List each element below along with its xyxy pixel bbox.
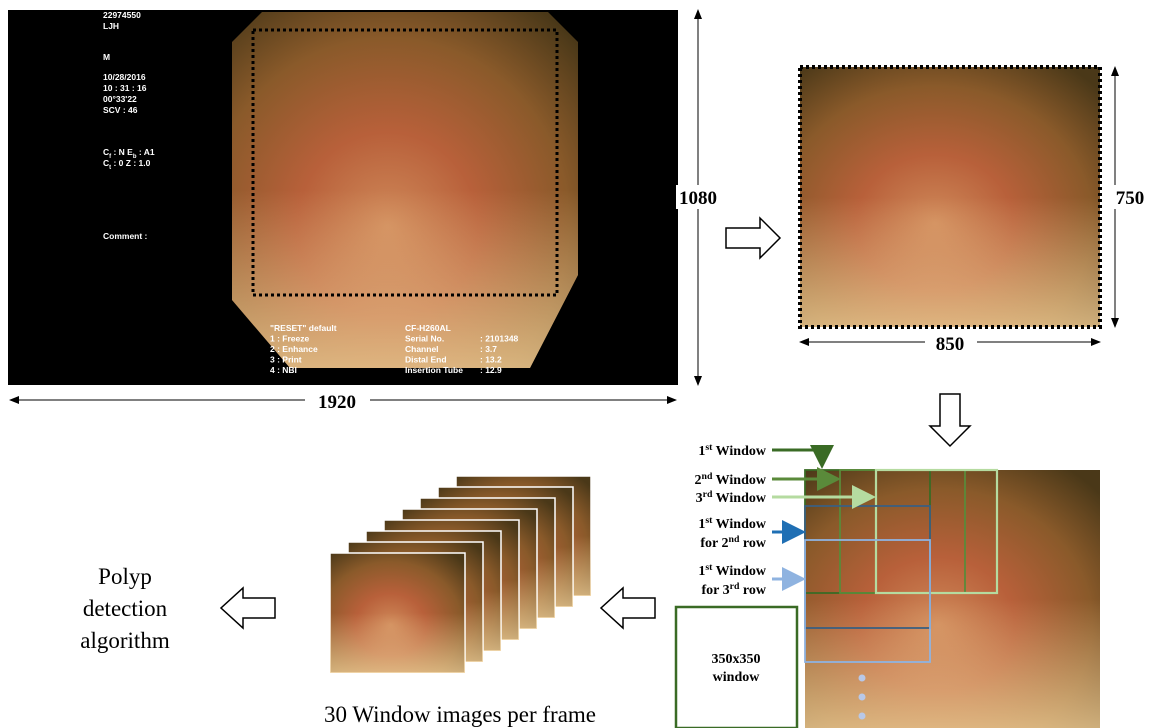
text-part: for 3 <box>701 583 729 598</box>
overlay-text: 22974550 <box>103 10 141 20</box>
overlay-text: 1 : Freeze <box>270 334 309 344</box>
window-label: for 3rd row <box>701 581 766 599</box>
dot <box>859 694 866 701</box>
diagram: 22974550LJH M 10/28/201610 : 31 : 1600°33'… <box>0 0 1150 728</box>
overlay-text: 2 : Enhance <box>270 344 318 354</box>
overlay-text: 10/28/2016 <box>103 72 146 82</box>
text-part: rd <box>730 581 740 592</box>
text-part: row <box>739 536 766 551</box>
overlay-text: Comment : <box>103 231 148 241</box>
text-part: 1 <box>698 564 705 579</box>
overlay-text: : 13.2 <box>480 355 502 365</box>
text-part: : A1 <box>137 147 155 157</box>
hollow-arrow <box>601 588 655 628</box>
window-label: 1st Window <box>698 442 767 460</box>
text-part: Window <box>712 473 766 488</box>
text-part: Window <box>712 491 766 506</box>
stack-caption: 30 Window images per frame <box>324 702 596 727</box>
text-part: nd <box>729 534 740 545</box>
dot <box>859 675 866 682</box>
overlay-text: M <box>103 52 110 62</box>
overlay-text: SCV : 46 <box>103 105 138 115</box>
overlay-text: Insertion Tube <box>405 365 463 375</box>
overlay-text: Channel <box>405 344 439 354</box>
overlay-text: : 3.7 <box>480 344 497 354</box>
window-label: for 2nd row <box>700 534 766 552</box>
overlay-text: "RESET" default <box>270 323 337 333</box>
overlay-text: : 12.9 <box>480 365 502 375</box>
overlay-text: Distal End <box>405 355 447 365</box>
text-part: nd <box>702 471 713 482</box>
text-part: : N E <box>111 147 133 157</box>
width-label: 1920 <box>318 392 356 413</box>
text-part: Window <box>712 517 766 532</box>
crop-light <box>800 67 1100 327</box>
hollow-arrow <box>930 394 970 446</box>
window-label: 2nd Window <box>695 471 767 489</box>
text-part: Window <box>712 444 766 459</box>
overlay-text: CF-H260AL <box>405 323 451 333</box>
overlay-text: 00°33'22 <box>103 94 137 104</box>
window-label: 1st Window <box>698 562 767 580</box>
overlay-text: LJH <box>103 21 119 31</box>
overlay-text: Serial No. <box>405 334 444 344</box>
pointer <box>772 450 822 466</box>
window-label: 1st Window <box>698 515 767 533</box>
endoscope-light <box>232 12 578 368</box>
text-part: rd <box>703 489 713 500</box>
text-part: 2 <box>695 473 702 488</box>
window-label: 3rd Window <box>696 489 767 507</box>
text-part: 1 <box>698 444 705 459</box>
algorithm-label: detection <box>83 596 168 621</box>
algorithm-label: algorithm <box>80 628 170 653</box>
window-size-box <box>676 607 797 728</box>
hollow-arrow <box>221 588 275 628</box>
overlay-text: 4 : NBI <box>270 365 297 375</box>
window-light <box>805 470 1100 728</box>
text-part: for 2 <box>700 536 728 551</box>
overlay-text: 3 : Print <box>270 355 302 365</box>
text-part: row <box>739 583 766 598</box>
text-part: 1 <box>698 517 705 532</box>
crop-height-label: 750 <box>1116 188 1145 209</box>
hollow-arrow <box>726 218 780 258</box>
text-part: Window <box>712 564 766 579</box>
window-size: 350x350 <box>712 652 761 667</box>
text-part: : 0 Z : 1.0 <box>111 158 150 168</box>
window-light <box>330 553 465 673</box>
text-part: 3 <box>696 491 703 506</box>
overlay-text: : 2101348 <box>480 334 519 344</box>
window-size: window <box>713 670 761 685</box>
overlay-text: 10 : 31 : 16 <box>103 83 147 93</box>
dot <box>859 713 866 720</box>
height-label: 1080 <box>679 188 717 209</box>
crop-width-label: 850 <box>936 334 965 355</box>
algorithm-label: Polyp <box>98 564 152 589</box>
